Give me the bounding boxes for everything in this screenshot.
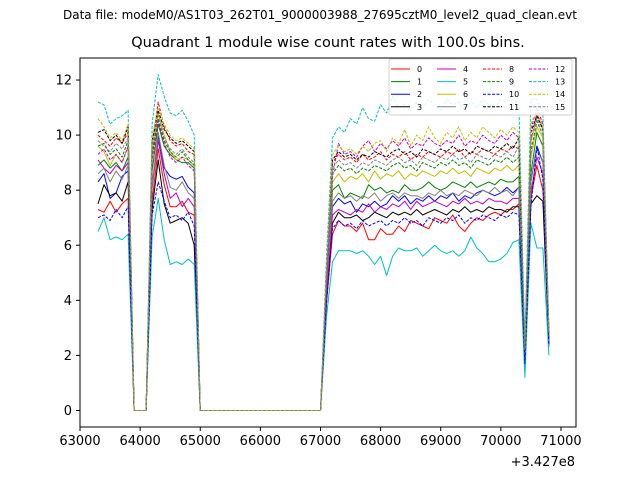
legend-label-6: 6 [463,90,468,99]
legend-label-4: 4 [463,65,468,74]
x-tick-label: 70000 [480,434,521,449]
series-line-10 [97,145,550,411]
legend-label-13: 13 [555,78,565,87]
y-tick-label: 12 [55,74,72,89]
x-tick-label: 69000 [420,434,461,449]
legend-label-15: 15 [555,103,565,112]
legend-label-14: 14 [555,90,565,99]
legend-box [388,58,573,116]
series-line-3 [97,159,550,411]
legend-label-10: 10 [509,90,519,99]
x-axis-ticks: 63000 64000 65000 66000 67000 68000 69000 70000… [59,427,582,449]
y-tick-label: 2 [64,349,72,364]
x-tick-label: 71000 [540,434,581,449]
legend-label-11: 11 [509,103,519,112]
series-layer [97,74,550,411]
legend-label-1: 1 [417,78,422,87]
x-offset-label: +3.427e8 [511,455,575,470]
x-tick-label: 65000 [180,434,221,449]
series-line-12 [97,107,550,411]
legend-label-8: 8 [509,65,514,74]
series-line-14 [97,107,550,411]
legend-label-9: 9 [509,78,514,87]
plot-frame [79,57,577,428]
y-tick-label: 10 [55,129,72,144]
x-tick-label: 64000 [119,434,160,449]
x-tick-label: 63000 [59,434,100,449]
legend-label-2: 2 [417,90,422,99]
data-file-suptitle: Data file: modeM0/AS1T03_262T01_90000039… [63,8,577,22]
legend-label-7: 7 [463,103,468,112]
x-tick-label: 67000 [300,434,341,449]
y-tick-label: 6 [64,239,72,254]
legend-label-12: 12 [555,65,565,74]
x-tick-label: 68000 [360,434,401,449]
series-line-15 [97,115,550,411]
y-tick-label: 0 [64,404,72,419]
y-axis-ticks: 0 2 4 6 8 10 12 [55,74,80,419]
legend-label-3: 3 [417,103,422,112]
y-tick-label: 8 [64,184,72,199]
series-line-5 [97,197,550,411]
chart-title: Quadrant 1 module wise count rates with … [131,35,525,51]
legend-label-5: 5 [463,78,468,87]
legend-label-0: 0 [417,65,422,74]
y-tick-label: 4 [64,294,72,309]
x-tick-label: 66000 [240,434,281,449]
